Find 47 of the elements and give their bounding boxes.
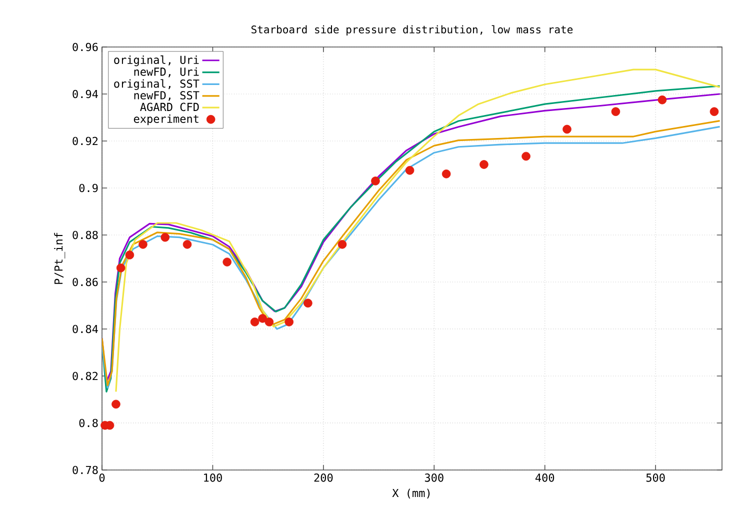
point [116, 263, 126, 272]
x-tick-label: 300 [424, 474, 444, 482]
point [258, 314, 267, 323]
point [182, 240, 192, 249]
legend-label: original, Uri [114, 55, 199, 66]
legend-label: AGARD CFD [140, 102, 199, 112]
x-axis-title: X (mm) [392, 488, 430, 498]
y-tick-label: 0.9 [79, 184, 98, 192]
y-tick-label: 0.82 [72, 372, 98, 380]
x-tick-label: 100 [204, 474, 222, 482]
x-tick-label: 500 [646, 474, 665, 482]
y-axis-title: P/Pt_inf [54, 232, 66, 284]
point [562, 124, 572, 134]
point [658, 95, 667, 104]
y-tick-label: 0.94 [72, 90, 98, 98]
legend-label: newFD, SST [134, 91, 200, 101]
chart-title: Starboard side pressure distribution, low mass rate [252, 25, 573, 36]
y-tick-label: 0.84 [72, 324, 98, 334]
point [138, 240, 148, 249]
x-tick-label: 400 [535, 474, 554, 482]
point [338, 240, 347, 249]
y-tick-label: 0.78 [72, 466, 98, 474]
legend-label: newFD, Uri [134, 67, 199, 78]
point [284, 318, 294, 326]
point [125, 250, 134, 260]
x-tick-label: 0 [99, 474, 105, 482]
x-tick-label: 200 [314, 474, 333, 482]
point [371, 176, 380, 186]
point [222, 258, 232, 266]
legend-label: original, SST [114, 79, 200, 90]
point [611, 107, 620, 116]
point [522, 152, 530, 161]
point [304, 298, 312, 308]
point [710, 107, 719, 116]
point [405, 166, 414, 175]
y-tick-label: 0.8 [79, 418, 98, 428]
point [264, 318, 274, 326]
y-tick-label: 0.86 [72, 278, 98, 286]
point [442, 169, 451, 178]
y-tick-label: 0.96 [72, 42, 98, 52]
point [480, 160, 488, 169]
y-tick-label: 0.92 [72, 136, 98, 146]
point [250, 318, 260, 326]
point [112, 400, 120, 409]
legend-label: experiment [134, 114, 198, 126]
y-tick-label: 0.88 [72, 230, 98, 240]
point [160, 232, 170, 242]
